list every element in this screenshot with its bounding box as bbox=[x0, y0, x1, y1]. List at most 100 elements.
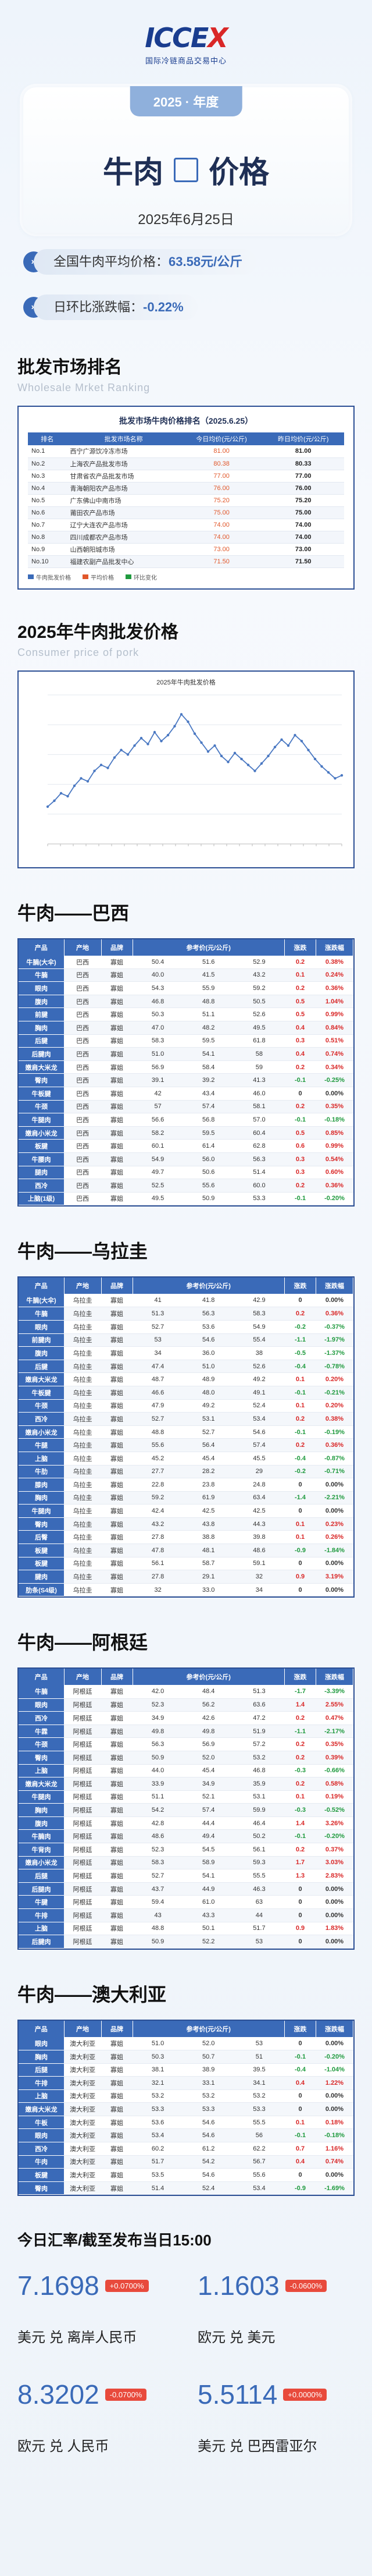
value-cell: 46.3 bbox=[234, 1882, 285, 1896]
value-cell: 43.2 bbox=[234, 968, 285, 982]
table-row: 腹肉 阿根廷 寡姐 42.8 44.4 46.4 1.4 3.26% bbox=[19, 1816, 353, 1830]
value-cell: 47.4 bbox=[133, 1360, 184, 1374]
value-cell: 59 bbox=[234, 1060, 285, 1074]
change-cell: 0 bbox=[284, 1087, 316, 1101]
change-cell: -0.2 bbox=[284, 1320, 316, 1334]
value-cell: 54.1 bbox=[183, 1047, 234, 1061]
value-cell: 51.4 bbox=[133, 2181, 184, 2195]
change-pct-cell: 0.38% bbox=[316, 955, 353, 969]
change-pct-cell: 0.00% bbox=[316, 2168, 353, 2182]
value-cell: 寡姐 bbox=[101, 1360, 133, 1374]
value-cell: 巴西 bbox=[64, 1087, 101, 1101]
trend-chart-card: 2025年牛肉批发价格 bbox=[17, 670, 355, 868]
value-cell: 阿根廷 bbox=[64, 1843, 101, 1857]
value-cell: 寡姐 bbox=[101, 1544, 133, 1557]
value-cell: 22.8 bbox=[133, 1478, 184, 1492]
value-cell: 52.7 bbox=[133, 1320, 184, 1334]
today-price-cell: 75.20 bbox=[180, 494, 263, 507]
market-name-cell: 辽宁大连农产品市场 bbox=[66, 519, 181, 531]
value-cell: 59.2 bbox=[234, 981, 285, 995]
value-cell: 乌拉圭 bbox=[64, 1399, 101, 1413]
table-row: 臀肉 阿根廷 寡姐 50.9 52.0 53.2 0.2 0.39% bbox=[19, 1751, 353, 1765]
value-cell: 寡姐 bbox=[101, 2089, 133, 2103]
change-cell: 0 bbox=[284, 1557, 316, 1571]
value-cell: 乌拉圭 bbox=[64, 1583, 101, 1597]
table-row: 西冷 乌拉圭 寡姐 52.7 53.1 53.4 0.2 0.38% bbox=[19, 1412, 353, 1426]
table-row: 后腱 乌拉圭 寡姐 47.4 51.0 52.6 -0.4 -0.78% bbox=[19, 1360, 353, 1374]
product-cell: 牛板腱 bbox=[19, 1087, 64, 1101]
country-price-table: 产品 产地 品牌 参考价(元/公斤) 涨跌 涨跌幅 牛腩 阿根廷 寡姐 42.0 48.4 51.3-… bbox=[19, 1669, 353, 1949]
today-price-cell: 81.00 bbox=[180, 445, 263, 458]
change-pct-cell: -0.20% bbox=[316, 1192, 353, 1206]
value-cell: 36.0 bbox=[183, 1346, 234, 1360]
avg-price-value: 63.58元/公斤 bbox=[169, 254, 243, 269]
yesterday-price-cell: 76.00 bbox=[262, 482, 344, 495]
value-cell: 63 bbox=[234, 1895, 285, 1910]
value-cell: 51.7 bbox=[133, 2155, 184, 2169]
chart-title: 2025年牛肉批发价格 bbox=[156, 678, 215, 686]
value-cell: 寡姐 bbox=[101, 1895, 133, 1910]
change-cell: 0.9 bbox=[284, 1922, 316, 1936]
change-cell: 0 bbox=[284, 1895, 316, 1910]
value-cell: 阿根廷 bbox=[64, 1790, 101, 1804]
value-cell: 45.2 bbox=[133, 1452, 184, 1466]
product-cell: 眼肉 bbox=[19, 1320, 64, 1334]
value-cell: 57.4 bbox=[234, 1438, 285, 1452]
data-point bbox=[99, 763, 103, 767]
value-cell: 乌拉圭 bbox=[64, 1372, 101, 1386]
value-cell: 51.1 bbox=[133, 1790, 184, 1804]
value-cell: 58.2 bbox=[133, 1126, 184, 1140]
value-cell: 澳大利亚 bbox=[64, 2116, 101, 2130]
change-pct-cell: 0.00% bbox=[316, 1895, 353, 1910]
value-cell: 56.1 bbox=[133, 1557, 184, 1571]
table-row: 上脑 阿根廷 寡姐 44.0 45.4 46.8 -0.3 -0.66% bbox=[19, 1764, 353, 1778]
value-cell: 56.9 bbox=[183, 1737, 234, 1751]
data-point bbox=[126, 753, 130, 756]
product-cell: 牛腿肉 bbox=[19, 1113, 64, 1127]
change-cell: 0.7 bbox=[284, 2142, 316, 2156]
change-pct-cell: 0.00% bbox=[316, 1557, 353, 1571]
change-cell: 0.2 bbox=[284, 1307, 316, 1321]
value-cell: 50.9 bbox=[133, 1751, 184, 1765]
change-cell: 0.3 bbox=[284, 1034, 316, 1048]
change-cell: 0.2 bbox=[284, 1060, 316, 1074]
change-pct-cell: 0.00% bbox=[316, 1087, 353, 1101]
product-cell: 上脑 bbox=[19, 1452, 64, 1466]
table-row: 板腱 乌拉圭 寡姐 56.1 58.7 59.1 0 0.00% bbox=[19, 1557, 353, 1571]
value-cell: 乌拉圭 bbox=[64, 1570, 101, 1584]
product-cell: 牛霖 bbox=[19, 1725, 64, 1738]
table-row: 牛背肉 阿根廷 寡姐 52.3 54.5 56.1 0.2 0.37% bbox=[19, 1843, 353, 1857]
value-cell: 巴西 bbox=[64, 981, 101, 995]
value-cell: 寡姐 bbox=[101, 1192, 133, 1206]
change-cell: 0.6 bbox=[284, 1139, 316, 1153]
change-pct-cell: -2.21% bbox=[316, 1491, 353, 1505]
change-pct-cell: 1.04% bbox=[316, 995, 353, 1009]
wholesale-subtitle: Wholesale Mrket Ranking bbox=[17, 382, 151, 393]
change-pct-cell: 0.00% bbox=[316, 2089, 353, 2103]
value-cell: 寡姐 bbox=[101, 1478, 133, 1492]
change-pct-cell: -0.20% bbox=[316, 1829, 353, 1844]
wholesale-title: 批发市场排名 bbox=[17, 358, 122, 377]
table-row: 肋条(S4级) 乌拉圭 寡姐 32 33.0 34 0 0.00% bbox=[19, 1583, 353, 1597]
change-pct-cell: 0.00% bbox=[316, 2036, 353, 2050]
data-point bbox=[46, 805, 49, 808]
product-cell: 牛板 bbox=[19, 2116, 64, 2130]
value-cell: 38 bbox=[234, 1346, 285, 1360]
value-cell: 48.1 bbox=[183, 1544, 234, 1557]
change-pct-cell: -0.66% bbox=[316, 1764, 353, 1778]
avg-price-pill: » 全国牛肉平均价格：63.58元/公斤 bbox=[23, 244, 349, 279]
value-cell: 39.5 bbox=[234, 2063, 285, 2077]
fx-item: 5.5114 +0.0000% 美元 兑 巴西雷亚尔 bbox=[198, 2374, 355, 2455]
product-cell: 板腱 bbox=[19, 1557, 64, 1571]
value-cell: 阿根廷 bbox=[64, 1711, 101, 1725]
value-cell: 45.4 bbox=[183, 1452, 234, 1466]
value-cell: 44.9 bbox=[183, 1882, 234, 1896]
col-header: 涨跌 bbox=[284, 2020, 316, 2037]
change-cell: 0.3 bbox=[284, 1152, 316, 1166]
data-point bbox=[180, 712, 183, 715]
value-cell: 58.3 bbox=[133, 1856, 184, 1870]
product-cell: 板腱 bbox=[19, 1139, 64, 1153]
value-cell: 52.7 bbox=[133, 1869, 184, 1883]
value-cell: 50.7 bbox=[183, 2050, 234, 2064]
table-row: 西冷 澳大利亚 寡姐 60.2 61.2 62.2 0.7 1.16% bbox=[19, 2142, 353, 2156]
